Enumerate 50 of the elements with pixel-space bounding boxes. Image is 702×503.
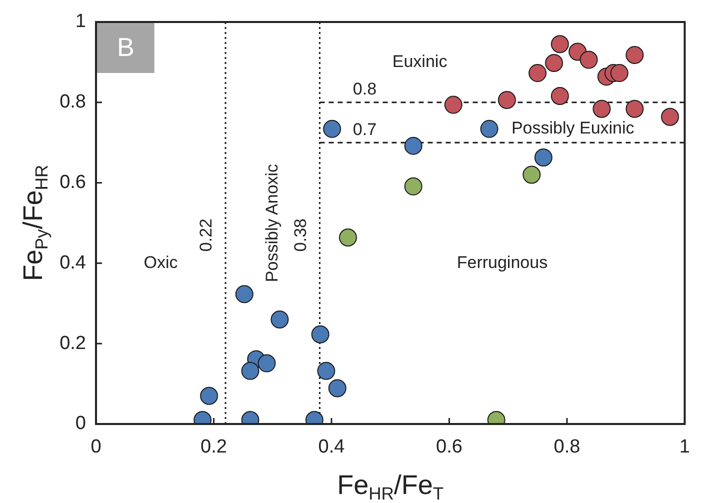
ref-line-label: 0.38 bbox=[290, 218, 310, 252]
ref-line-label: 0.8 bbox=[352, 80, 377, 99]
x-tick-label: 0.2 bbox=[200, 436, 227, 458]
point bbox=[580, 50, 598, 69]
annotation: Oxic bbox=[144, 252, 178, 272]
annotation: Possibly Euxinic bbox=[511, 118, 635, 138]
point bbox=[498, 90, 516, 109]
point bbox=[550, 86, 569, 105]
point bbox=[545, 54, 564, 72]
y-tick-label: 0.8 bbox=[60, 92, 86, 113]
point bbox=[626, 46, 644, 64]
point bbox=[661, 108, 679, 126]
point bbox=[317, 362, 336, 380]
point bbox=[258, 354, 276, 372]
x-tick-label: 0.8 bbox=[554, 436, 580, 458]
point bbox=[404, 177, 422, 196]
annotation: Possibly Anoxic bbox=[262, 163, 282, 282]
point bbox=[528, 64, 547, 82]
point bbox=[328, 379, 346, 398]
annotation: Euxinic bbox=[392, 52, 448, 71]
x-tick-label: 0 bbox=[90, 436, 102, 458]
ref-line-label: 0.7 bbox=[352, 120, 377, 139]
point bbox=[323, 120, 342, 138]
point bbox=[444, 96, 462, 114]
point bbox=[534, 148, 552, 166]
y-tick-label: 0.4 bbox=[60, 252, 86, 274]
point bbox=[550, 35, 569, 54]
point bbox=[338, 228, 357, 246]
x-tick-label: 0.6 bbox=[436, 436, 462, 458]
point bbox=[404, 136, 422, 155]
point bbox=[592, 100, 611, 118]
ref-line-label: 0.22 bbox=[196, 218, 216, 252]
point bbox=[610, 64, 628, 82]
y-tick-label: 0.2 bbox=[60, 332, 86, 354]
point bbox=[311, 325, 330, 344]
y-axis-title: FePy/FeHR bbox=[18, 164, 52, 282]
x-tick-label: 0.4 bbox=[318, 436, 346, 458]
y-tick-label: 0.6 bbox=[60, 172, 86, 194]
chart-title: B bbox=[117, 32, 134, 62]
point bbox=[200, 386, 218, 405]
point bbox=[626, 100, 644, 118]
point bbox=[241, 362, 260, 380]
annotation: Ferruginous bbox=[456, 252, 548, 272]
point bbox=[270, 310, 289, 328]
x-tick-label: 1 bbox=[679, 436, 690, 458]
y-tick-label: 1 bbox=[75, 11, 86, 32]
y-tick-label: 0 bbox=[75, 413, 86, 434]
point bbox=[480, 120, 498, 138]
point bbox=[522, 166, 541, 184]
point bbox=[235, 285, 254, 304]
